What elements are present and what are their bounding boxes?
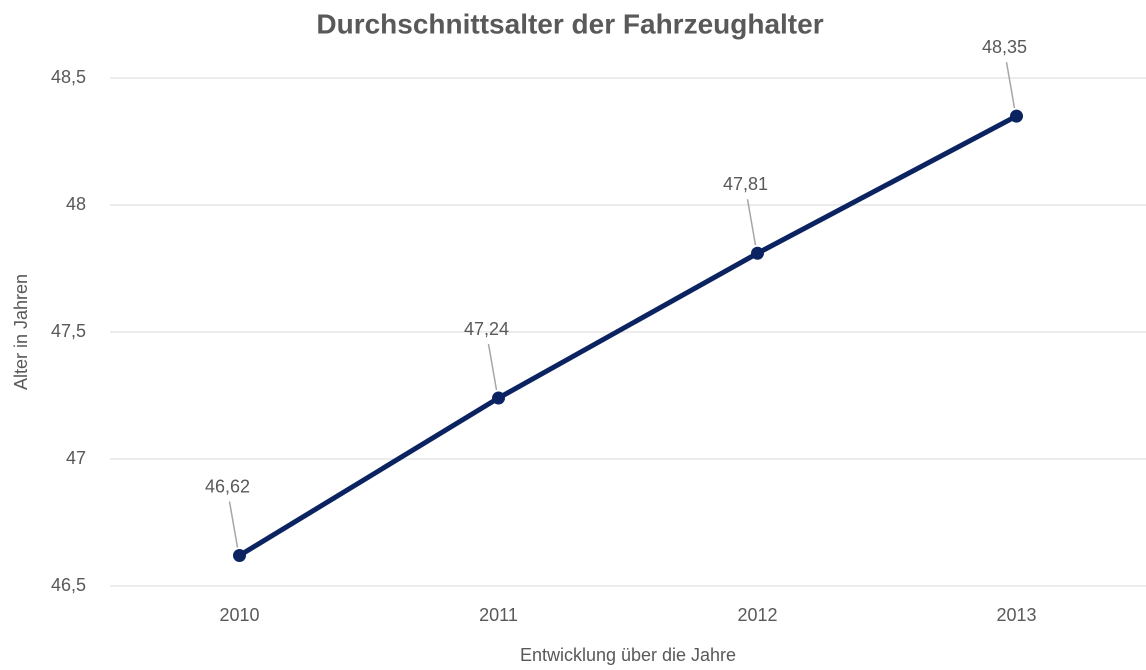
marker: [1010, 109, 1023, 123]
data-label: 48,35: [982, 37, 1027, 57]
data-label: 47,81: [723, 174, 768, 194]
x-tick-label: 2011: [479, 605, 518, 625]
marker: [233, 549, 246, 563]
data-label: 47,24: [464, 319, 509, 339]
leader-line: [746, 199, 757, 246]
leader-line: [228, 501, 239, 548]
y-axis-title: Alter in Jahren: [11, 274, 31, 390]
leader-line: [1005, 61, 1016, 109]
y-tick-label: 48: [66, 194, 86, 214]
y-tick-label: 47,5: [51, 321, 86, 341]
x-tick-label: 2013: [996, 605, 1036, 625]
y-tick-label: 48,5: [51, 67, 86, 87]
leader-line: [487, 343, 498, 391]
x-tick-label: 2010: [219, 605, 259, 625]
marker: [492, 391, 505, 405]
line: [238, 113, 1018, 558]
y-tick-label: 46,5: [51, 575, 86, 595]
data-label: 46,62: [205, 476, 250, 496]
marker: [751, 246, 764, 260]
x-axis-title: Entwicklung über die Jahre: [520, 645, 736, 665]
y-tick-label: 47: [66, 448, 86, 468]
chart-title: Durchschnittsalter der Fahrzeughalter: [316, 8, 823, 39]
x-tick-label: 2012: [737, 605, 777, 625]
